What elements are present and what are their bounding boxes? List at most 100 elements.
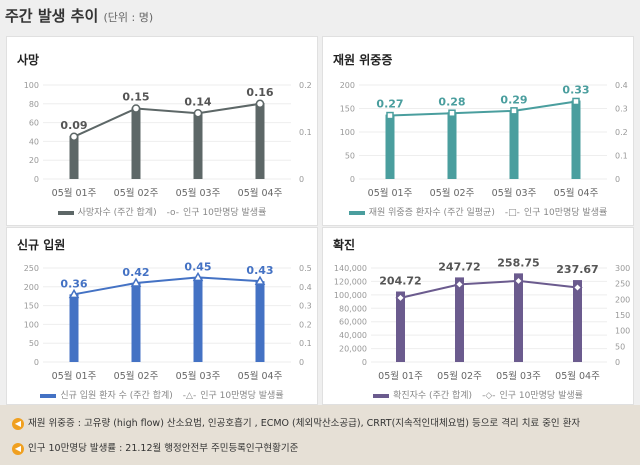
page-title: 주간 발생 추이 — [5, 7, 99, 25]
y-tick-label: 0 — [350, 175, 355, 184]
y2-tick-label: 0.2 — [299, 320, 312, 329]
series-line — [389, 100, 577, 117]
data-label: 0.14 — [184, 95, 211, 108]
data-label: 0.16 — [246, 86, 273, 99]
note-item: ◀ 재원 위중증 : 고유량 (high flow) 산소요법, 인공호흡기 , … — [12, 415, 580, 430]
panel-deaths: 사망 0 20 40 60 80 100 0 0.1 0.2 05월 01주 05월 02주 05월 … — [6, 36, 318, 226]
x-tick-label: 05월 03주 — [496, 370, 541, 382]
y2-tick-label: 0 — [615, 358, 620, 367]
bar — [131, 283, 141, 362]
y2-tick-label: 300 — [615, 264, 630, 273]
line-marker — [255, 99, 265, 109]
line-marker — [68, 288, 80, 299]
line-marker — [572, 282, 583, 293]
y-tick-label: 100 — [24, 320, 39, 329]
y-tick-label: 40 — [29, 137, 39, 146]
y-tick-label: 60,000 — [339, 318, 367, 327]
bar — [385, 114, 395, 179]
legend-square-marker-icon: -□- — [504, 207, 520, 218]
y-tick-label: 200 — [340, 81, 355, 90]
line-marker — [193, 108, 203, 118]
bar — [193, 112, 203, 179]
bar — [571, 100, 581, 179]
panel-critical: 재원 위중증 0 50 100 150 200 0 0.1 0.2 0.3 0.4 05월 01주 0… — [322, 36, 634, 226]
y-tick-label: 0 — [34, 358, 39, 367]
panel-title: 사망 — [17, 53, 40, 67]
series-line — [73, 102, 261, 138]
chart-confirmed: 0 20,000 40,000 60,000 80,000 100,000 120,000 1… — [334, 256, 630, 382]
chart-admissions: 0 50 100 150 200 250 0 0.1 0.2 0.3 0.4 0.5 05월 01주 05… — [24, 260, 312, 382]
series-line — [400, 279, 578, 299]
legend: 사망자수 (주간 합계) -o- 인구 10만명당 발생률 — [7, 205, 317, 218]
y2-tick-label: 0.2 — [299, 81, 312, 90]
legend-line-label: 인구 10만명당 발생률 — [499, 391, 583, 401]
line-marker — [386, 111, 394, 120]
legend-line-label: 인구 10만명당 발생률 — [523, 208, 608, 218]
y2-tick-label: 0.1 — [615, 152, 628, 161]
x-tick-label: 05월 01주 — [52, 370, 97, 382]
legend: 신규 입원 환자 수 (주간 합계) -△- 인구 10만명당 발생률 — [7, 388, 317, 401]
panel-title: 재원 위중증 — [333, 53, 393, 67]
unit-label: (단위 : 명) — [103, 11, 154, 24]
data-label: 0.43 — [246, 264, 273, 277]
y-tick-label: 40,000 — [339, 331, 367, 340]
x-tick-label: 05월 02주 — [114, 187, 159, 199]
y2-tick-label: 0.3 — [299, 302, 312, 311]
bar — [396, 291, 405, 362]
speaker-icon: ◀ — [12, 417, 24, 430]
line-marker — [448, 109, 456, 117]
bar — [69, 294, 79, 362]
y2-tick-label: 0.1 — [299, 128, 312, 137]
data-label: 0.33 — [562, 84, 589, 97]
line-marker — [254, 275, 266, 285]
bar — [255, 281, 265, 362]
y2-tick-label: 0.5 — [299, 264, 312, 273]
x-tick-label: 05월 02주 — [114, 370, 159, 382]
legend-circle-marker-icon: -o- — [166, 207, 179, 218]
x-tick-label: 05월 04주 — [554, 187, 599, 199]
data-label: 0.09 — [60, 119, 87, 132]
series-line — [73, 276, 261, 296]
bar — [255, 102, 265, 179]
panel-confirmed: 확진 0 20,000 40,000 60,000 80,000 100,000 120,0… — [322, 227, 634, 405]
bar — [131, 107, 141, 179]
line-marker — [131, 104, 141, 113]
y-tick-label: 50 — [29, 339, 39, 348]
x-tick-label: 05월 03주 — [176, 370, 221, 382]
note-item: ◀ 인구 10만명당 발생률 : 21.12월 행정안전부 주민등록인구현황기준 — [12, 440, 298, 455]
legend-line-label: 인구 10만명당 발생률 — [182, 208, 267, 218]
bar — [447, 112, 457, 179]
legend-triangle-marker-icon: -△- — [182, 390, 197, 401]
x-tick-label: 05월 02주 — [437, 370, 482, 382]
panel-admissions: 신규 입원 0 50 100 150 200 250 0 0.1 0.2 0.3 0.4 0.5 05월… — [6, 227, 318, 405]
data-label: 237.67 — [556, 263, 598, 276]
y-tick-label: 60 — [29, 119, 39, 128]
x-tick-label: 05월 01주 — [378, 370, 423, 382]
legend-diamond-marker-icon: -◇- — [482, 390, 496, 401]
data-label: 0.29 — [500, 93, 527, 106]
panel-title: 확진 — [333, 238, 356, 252]
legend-bar-swatch — [373, 393, 390, 398]
data-label: 0.15 — [122, 91, 149, 104]
y-tick-label: 100,000 — [334, 291, 367, 300]
y-tick-label: 150 — [24, 302, 39, 311]
chart-critical: 0 50 100 150 200 0 0.1 0.2 0.3 0.4 05월 01주 05월 02주 0… — [340, 81, 628, 199]
bar — [69, 135, 79, 179]
legend: 재원 위중증 환자수 (주간 일평균) -□- 인구 10만명당 발생률 — [323, 205, 633, 218]
data-label: 0.27 — [376, 98, 403, 111]
legend-bar-label: 재원 위중증 환자수 (주간 일평균) — [368, 208, 495, 218]
data-label: 0.28 — [438, 95, 465, 108]
line-marker — [510, 107, 518, 115]
bar — [573, 280, 582, 362]
data-label: 204.72 — [379, 275, 421, 288]
y2-tick-label: 0.4 — [615, 81, 628, 90]
y-tick-label: 250 — [24, 264, 39, 273]
bar — [509, 110, 519, 179]
y-tick-label: 200 — [24, 283, 39, 292]
legend: 확진자수 (주간 합계) -◇- 인구 10만명당 발생률 — [323, 388, 633, 401]
y-tick-label: 80 — [29, 100, 39, 109]
data-label: 0.45 — [184, 260, 211, 273]
notes-box: ◀ 재원 위중증 : 고유량 (high flow) 산소요법, 인공호흡기 , … — [0, 405, 640, 465]
y-tick-label: 150 — [340, 105, 355, 114]
line-marker — [130, 277, 142, 287]
